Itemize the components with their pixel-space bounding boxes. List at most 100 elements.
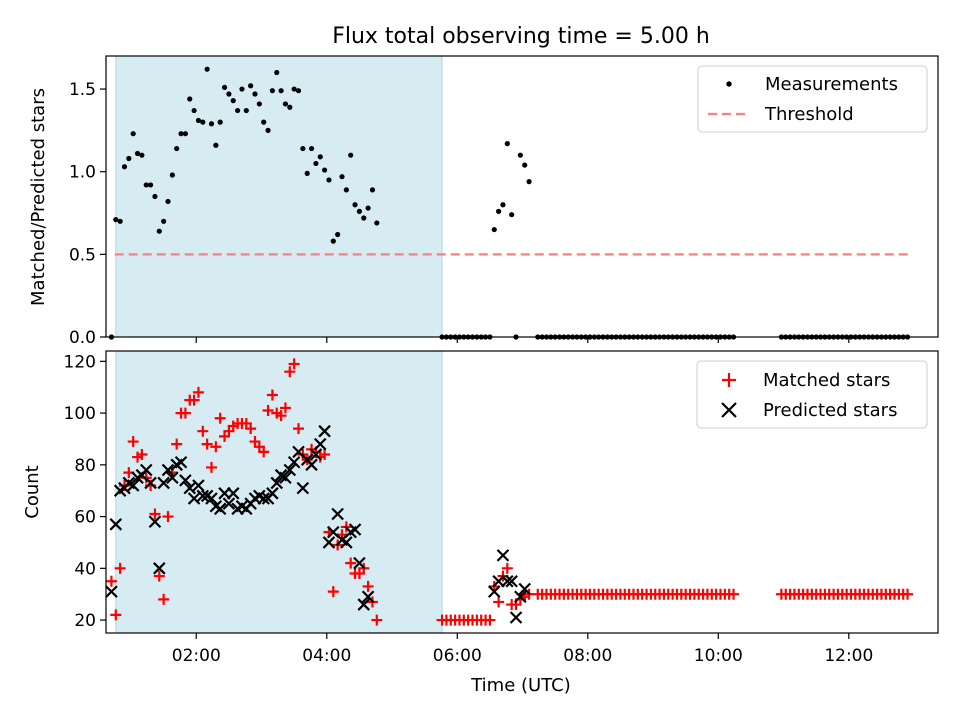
matched-star-point bbox=[114, 562, 126, 574]
matched-star-point bbox=[327, 586, 339, 598]
predicted-star-point bbox=[257, 492, 270, 505]
measurement-point bbox=[313, 160, 319, 167]
measurement-point bbox=[265, 127, 271, 133]
matched-star-point bbox=[484, 614, 496, 626]
predicted-star-point bbox=[126, 479, 140, 492]
bottom-y-tick-label: 100 bbox=[64, 404, 96, 424]
measurement-point bbox=[339, 174, 345, 180]
predicted-star-point bbox=[205, 492, 218, 505]
predicted-star-point bbox=[174, 455, 188, 469]
predicted-star-point bbox=[226, 487, 240, 500]
matched-star-point bbox=[728, 588, 740, 600]
measurement-point bbox=[113, 217, 119, 223]
bottom-y-tick-label: 120 bbox=[64, 352, 96, 372]
predicted-star-point bbox=[496, 549, 510, 562]
matched-star-point bbox=[110, 609, 122, 621]
predicted-star-point bbox=[353, 556, 366, 570]
measurement-point bbox=[317, 154, 323, 160]
measurement-point bbox=[526, 179, 532, 185]
measurement-point bbox=[195, 117, 202, 124]
bottom-y-axis-label: Count bbox=[22, 465, 43, 518]
x-axis-label: Time (UTC) bbox=[470, 675, 571, 696]
predicted-star-point bbox=[161, 463, 175, 477]
measurement-point bbox=[322, 167, 328, 173]
matched-star-point bbox=[171, 438, 183, 450]
measurement-point bbox=[326, 177, 332, 183]
predicted-stars-legend-label: Predicted stars bbox=[763, 400, 897, 421]
measurement-point bbox=[182, 131, 188, 137]
matched-star-point bbox=[258, 446, 270, 458]
measurement-point bbox=[352, 202, 358, 208]
matched-star-point bbox=[153, 570, 165, 582]
top-y-tick-label: 0.0 bbox=[69, 328, 96, 348]
matched-star-point bbox=[105, 575, 117, 587]
measurement-point bbox=[256, 101, 262, 107]
measurement-point bbox=[208, 121, 215, 127]
measurement-point bbox=[517, 152, 523, 158]
top-y-axis-label: Matched/Predicted stars bbox=[28, 88, 49, 306]
matched-star-point bbox=[902, 588, 914, 600]
bottom-legend-box bbox=[696, 360, 928, 429]
measurements-legend-label: Measurements bbox=[765, 74, 898, 95]
predicted-star-point bbox=[266, 487, 279, 500]
predicted-star-point bbox=[348, 523, 362, 536]
matched-star-point bbox=[371, 614, 383, 626]
matched-star-point bbox=[179, 407, 191, 419]
measurement-point bbox=[147, 182, 154, 188]
matched-stars-legend-marker bbox=[722, 373, 736, 387]
top-legend: Measurements Threshold bbox=[697, 65, 928, 133]
measurement-point bbox=[304, 170, 310, 176]
matched-star-point bbox=[501, 562, 513, 574]
matched-star-point bbox=[288, 358, 300, 370]
predicted-star-point bbox=[105, 585, 118, 598]
bottom-panel: 20 40 60 80 100 120 02:00 04:00 06:00 08:00 10:00… bbox=[22, 350, 939, 696]
matched-star-point bbox=[245, 423, 257, 435]
measurement-point bbox=[230, 98, 236, 104]
predicted-star-point bbox=[340, 536, 353, 549]
predicted-star-point bbox=[157, 476, 170, 490]
matched-star-point bbox=[192, 386, 204, 398]
measurement-point bbox=[248, 83, 254, 89]
matched-star-point bbox=[345, 557, 357, 569]
predicted-star-point bbox=[153, 562, 166, 575]
measurement-point bbox=[200, 119, 206, 125]
measurement-point bbox=[374, 220, 380, 226]
matched-star-point bbox=[205, 461, 217, 473]
predicted-star-point bbox=[183, 481, 197, 495]
measurement-point bbox=[282, 101, 289, 107]
measurement-point bbox=[348, 152, 354, 158]
predicted-star-point bbox=[309, 448, 323, 461]
threshold-legend-label: Threshold bbox=[764, 104, 854, 125]
measurement-point bbox=[500, 202, 506, 208]
x-tick-label: 06:00 bbox=[433, 646, 482, 666]
predicted-star-point bbox=[487, 585, 501, 598]
bottom-y-tick-label: 20 bbox=[74, 611, 96, 631]
measurement-point bbox=[143, 182, 149, 188]
matched-star-point bbox=[493, 596, 505, 608]
measurement-point bbox=[343, 187, 349, 193]
measurement-point bbox=[226, 91, 232, 97]
predicted-star-point bbox=[361, 590, 375, 604]
measurement-point bbox=[278, 88, 284, 94]
measurement-point bbox=[504, 141, 510, 147]
predicted-star-point bbox=[166, 471, 179, 485]
measurement-point bbox=[300, 145, 306, 152]
top-y-tick-label: 1.5 bbox=[69, 80, 96, 100]
matched-star-point bbox=[319, 448, 331, 460]
measurement-point bbox=[369, 187, 376, 193]
bottom-x-ticks: 02:00 04:00 06:00 08:00 10:00 12:00 bbox=[172, 633, 873, 666]
bottom-y-ticks: 20 40 60 80 100 120 bbox=[64, 352, 106, 631]
matched-star-point bbox=[266, 389, 278, 401]
top-y-tick-label: 1.0 bbox=[69, 163, 96, 183]
predicted-star-point bbox=[357, 598, 371, 611]
measurement-point bbox=[491, 226, 497, 233]
measurement-point bbox=[522, 162, 528, 168]
predicted-star-point bbox=[179, 474, 192, 487]
bottom-legend: Matched stars Predicted stars bbox=[696, 360, 928, 429]
matched-star-point bbox=[201, 438, 213, 450]
measurement-point bbox=[509, 212, 515, 218]
predicted-star-point bbox=[139, 463, 153, 477]
x-tick-label: 08:00 bbox=[563, 646, 612, 666]
matched-star-point bbox=[275, 410, 287, 422]
